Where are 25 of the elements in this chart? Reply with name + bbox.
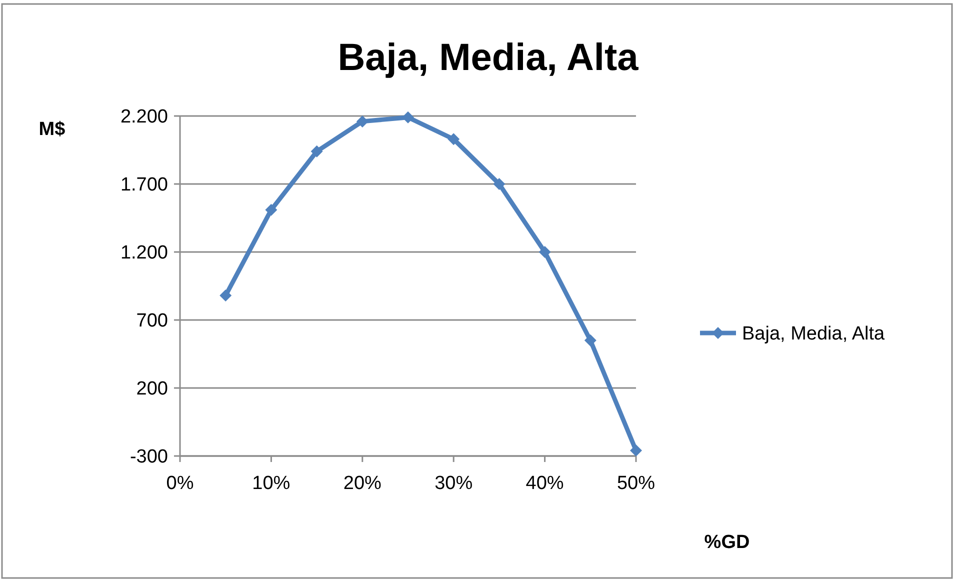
x-tick-label: 10% — [252, 473, 290, 494]
point — [538, 246, 551, 258]
point — [630, 444, 642, 457]
x-tick-label: 40% — [526, 473, 564, 494]
point — [265, 204, 278, 216]
x-tick-label: 0% — [166, 473, 194, 494]
y-tick-label: -300 — [130, 446, 168, 468]
y-tick-label: 200 — [136, 378, 168, 400]
x-tick-label: 20% — [343, 473, 382, 494]
point — [220, 290, 232, 302]
point — [493, 178, 506, 190]
y-tick-label: 1.200 — [120, 242, 168, 264]
chart-title: Baja, Media, Alta — [338, 37, 640, 79]
y-axis-title: M$ — [38, 119, 66, 140]
x-axis-title: %GD — [704, 532, 750, 553]
x-tick-label: 50% — [616, 473, 656, 494]
point — [584, 334, 596, 346]
y-tick-label: 2.200 — [120, 106, 168, 128]
point — [310, 145, 323, 158]
point — [356, 115, 368, 128]
x-tick-label: 30% — [434, 473, 473, 494]
y-tick-label: 700 — [136, 310, 168, 332]
point — [448, 133, 460, 146]
y-tick-label: 1.700 — [120, 174, 168, 196]
legend-label: Baja, Media, Alta — [742, 324, 886, 345]
